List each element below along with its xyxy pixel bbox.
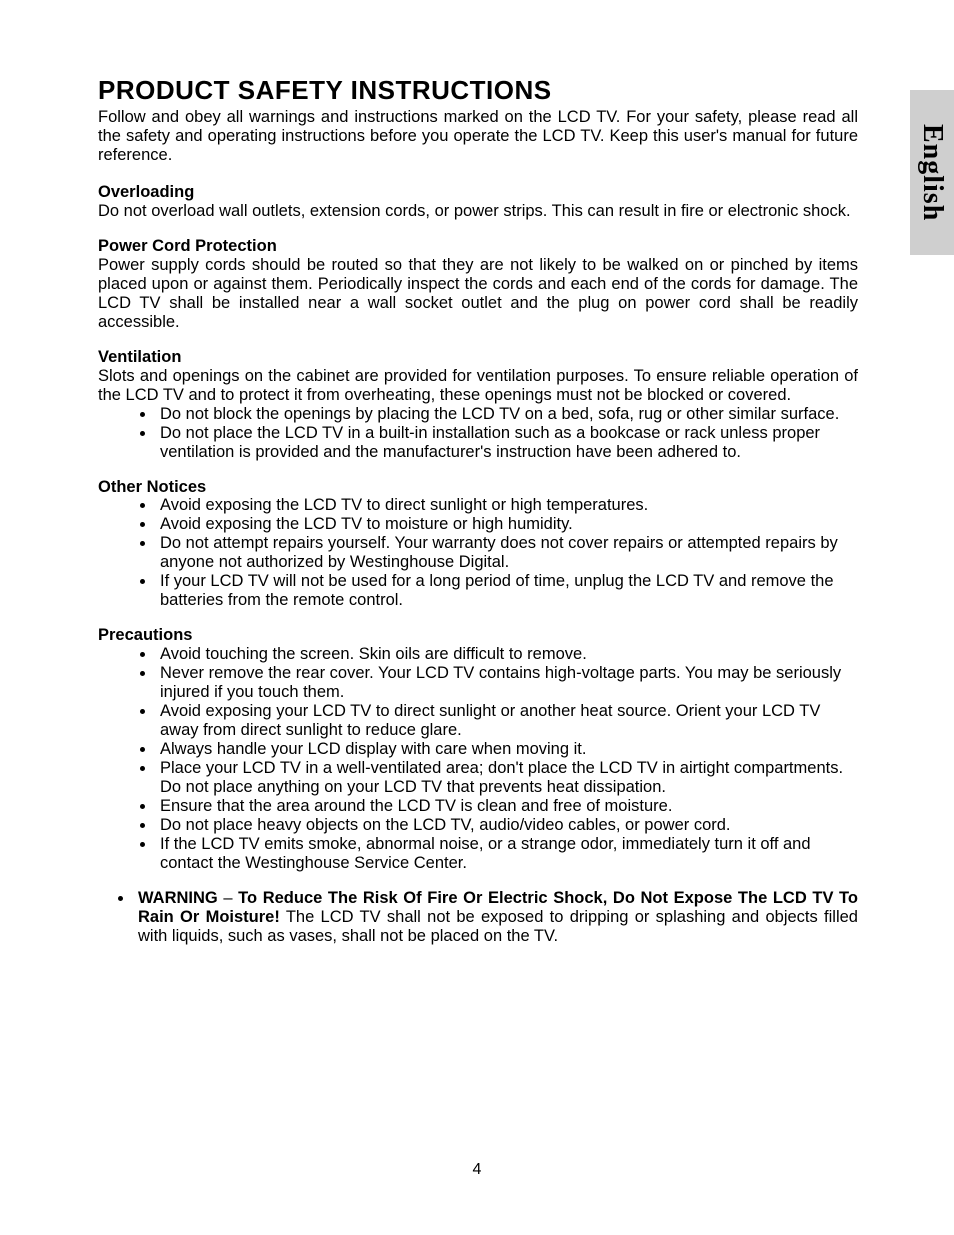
warning-sep: – (218, 889, 238, 907)
section-power: Power Cord Protection Power supply cords… (98, 237, 858, 332)
section-precautions: Precautions Avoid touching the screen. S… (98, 626, 858, 946)
precautions-list: Avoid touching the screen. Skin oils are… (156, 645, 858, 873)
list-item: Do not place the LCD TV in a built-in in… (156, 424, 858, 462)
list-item: Do not place heavy objects on the LCD TV… (156, 816, 858, 835)
language-tab: English (910, 90, 954, 255)
list-item: Never remove the rear cover. Your LCD TV… (156, 664, 858, 702)
heading-other: Other Notices (98, 478, 858, 497)
ventilation-list: Do not block the openings by placing the… (156, 405, 858, 462)
heading-precautions: Precautions (98, 626, 858, 645)
language-tab-label: English (916, 124, 948, 221)
section-other: Other Notices Avoid exposing the LCD TV … (98, 478, 858, 611)
heading-ventilation: Ventilation (98, 348, 858, 367)
warning-label: WARNING (138, 889, 218, 907)
list-item: Avoid exposing the LCD TV to moisture or… (156, 515, 858, 534)
list-item: Do not block the openings by placing the… (156, 405, 858, 424)
heading-overloading: Overloading (98, 183, 858, 202)
warning-block: WARNING – To Reduce The Risk Of Fire Or … (134, 889, 858, 946)
list-item: If the LCD TV emits smoke, abnormal nois… (156, 835, 858, 873)
list-item: Do not attempt repairs yourself. Your wa… (156, 534, 858, 572)
list-item: Avoid touching the screen. Skin oils are… (156, 645, 858, 664)
list-item: Place your LCD TV in a well-ventilated a… (156, 759, 858, 797)
list-item: If your LCD TV will not be used for a lo… (156, 572, 858, 610)
warning-item: WARNING – To Reduce The Risk Of Fire Or … (134, 889, 858, 946)
list-item: Avoid exposing the LCD TV to direct sunl… (156, 496, 858, 515)
list-item: Avoid exposing your LCD TV to direct sun… (156, 702, 858, 740)
page-number: 4 (0, 1161, 954, 1179)
heading-power: Power Cord Protection (98, 237, 858, 256)
list-item: Always handle your LCD display with care… (156, 740, 858, 759)
page-content: PRODUCT SAFETY INSTRUCTIONS Follow and o… (98, 75, 858, 962)
list-item: Ensure that the area around the LCD TV i… (156, 797, 858, 816)
body-power: Power supply cords should be routed so t… (98, 256, 858, 332)
page-title: PRODUCT SAFETY INSTRUCTIONS (98, 75, 858, 106)
body-overloading: Do not overload wall outlets, extension … (98, 202, 858, 221)
intro-paragraph: Follow and obey all warnings and instruc… (98, 108, 858, 165)
body-ventilation: Slots and openings on the cabinet are pr… (98, 367, 858, 405)
section-overloading: Overloading Do not overload wall outlets… (98, 183, 858, 221)
other-list: Avoid exposing the LCD TV to direct sunl… (156, 496, 858, 610)
section-ventilation: Ventilation Slots and openings on the ca… (98, 348, 858, 462)
